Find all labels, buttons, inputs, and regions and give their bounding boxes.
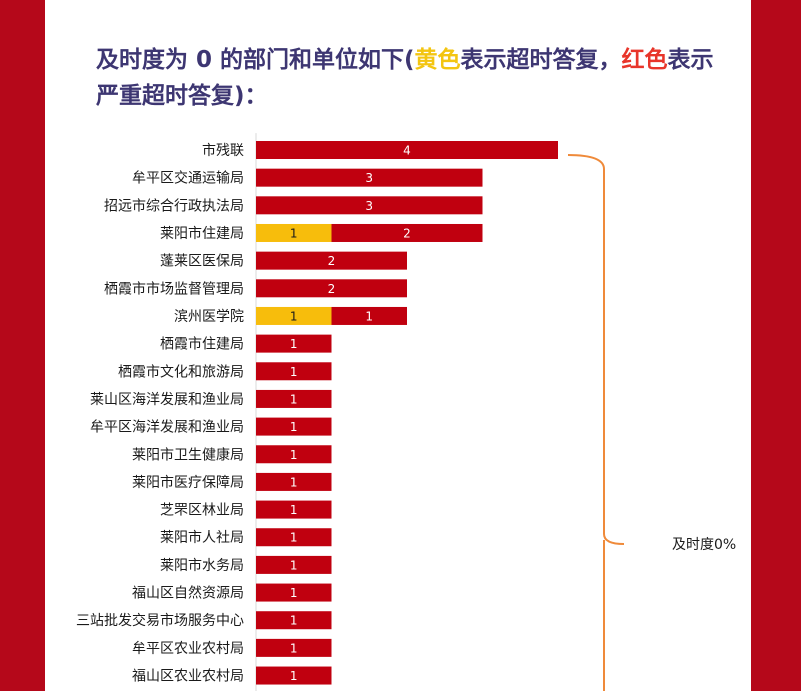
bar-value-label: 2	[328, 254, 336, 268]
category-label: 市残联	[202, 142, 244, 159]
bar-segment-red	[256, 500, 332, 519]
white-panel	[45, 0, 751, 691]
category-label: 芝罘区林业局	[160, 503, 244, 519]
category-label: 莱阳市水务局	[160, 557, 244, 574]
bar-value-label: 2	[403, 226, 411, 240]
bar-value-label: 1	[290, 641, 298, 655]
bar-segment-red	[256, 389, 332, 408]
bar-value-label: 1	[290, 669, 298, 683]
category-label: 牟平区交通运输局	[132, 170, 244, 187]
bar-segment-yellow	[256, 223, 332, 242]
bar-segment-red	[256, 445, 332, 464]
category-label: 莱阳市住建局	[160, 225, 244, 242]
category-label: 莱山区海洋发展和渔业局	[90, 392, 244, 408]
bar-value-label: 1	[290, 448, 298, 462]
category-label: 栖霞市住建局	[160, 336, 244, 353]
category-label: 蓬莱区医保局	[160, 254, 244, 270]
heading-yellow-word: 黄色	[414, 47, 461, 73]
bar-value-label: 3	[365, 171, 373, 185]
category-label: 莱阳市人社局	[160, 529, 244, 546]
bar-segment-yellow	[256, 306, 332, 325]
bar-value-label: 3	[365, 199, 373, 213]
bar-value-label: 1	[290, 558, 298, 572]
brace-annotation: 及时度0%	[672, 537, 736, 553]
bar-value-label: 2	[328, 282, 336, 296]
category-label: 招远市综合行政执法局	[104, 197, 244, 214]
bar-segment-red	[256, 279, 407, 298]
category-label: 福山区自然资源局	[132, 585, 244, 602]
bar-segment-red	[256, 638, 332, 657]
bar-segment-red	[256, 168, 483, 187]
category-label: 牟平区海洋发展和渔业局	[90, 420, 244, 436]
heading-text-1: 及时度为 0 的部门和单位如下(	[96, 47, 415, 73]
bar-value-label: 4	[403, 144, 411, 158]
category-label: 莱阳市卫生健康局	[132, 446, 244, 463]
bar-segment-red	[256, 555, 332, 574]
bar-value-label: 1	[290, 365, 298, 379]
bar-value-label: 1	[290, 420, 298, 434]
category-label: 牟平区农业农村局	[132, 641, 244, 657]
category-labels-group: 市残联牟平区交通运输局招远市综合行政执法局莱阳市住建局蓬莱区医保局栖霞市市场监督…	[76, 142, 244, 685]
bar-segment-red	[256, 334, 332, 353]
bar-segment-red	[256, 196, 483, 215]
bar-segment-red	[331, 306, 407, 325]
page-heading: 及时度为 0 的部门和单位如下(黄色表示超时答复，红色表示严重超时答复)：	[96, 42, 736, 114]
heading-text-3: 表示严重超时答复)：	[96, 47, 714, 109]
category-label: 滨州医学院	[174, 309, 244, 325]
bar-segment-red	[256, 611, 332, 630]
bar-value-label: 1	[290, 614, 298, 628]
bar-segment-red	[256, 251, 407, 270]
bar-value-label: 1	[365, 309, 373, 323]
brace-bracket	[567, 154, 625, 691]
bar-value-label: 1	[290, 337, 298, 351]
category-label: 莱阳市医疗保障局	[132, 474, 244, 491]
bar-segment-red	[331, 223, 483, 242]
bar-value-label: 1	[290, 392, 298, 406]
heading-red-word: 红色	[621, 47, 668, 73]
bar-value-label: 1	[290, 503, 298, 517]
category-label: 栖霞市文化和旅游局	[118, 363, 244, 380]
bar-value-label: 1	[290, 226, 298, 240]
bars-group: 4 3 3 1 2 2 2 1 1 1 1 1 1 1 1 1 1 1 1 1 1 1	[256, 141, 558, 685]
bar-segment-red	[256, 472, 332, 491]
bar-segment-red	[256, 528, 332, 547]
bar-segment-red	[256, 583, 332, 602]
category-label: 三站批发交易市场服务中心	[76, 612, 244, 629]
bar-value-label: 1	[290, 309, 298, 323]
bar-segment-red	[256, 362, 332, 381]
bar-value-label: 1	[290, 531, 298, 545]
bar-value-label: 1	[290, 475, 298, 489]
bar-segment-red	[256, 417, 332, 436]
bar-value-label: 1	[290, 586, 298, 600]
category-label: 栖霞市市场监督管理局	[104, 280, 244, 297]
category-label: 福山区农业农村局	[132, 669, 244, 685]
heading-text-2: 表示超时答复，	[460, 47, 622, 73]
bar-segment-red	[256, 141, 558, 159]
bar-segment-red	[256, 666, 332, 685]
